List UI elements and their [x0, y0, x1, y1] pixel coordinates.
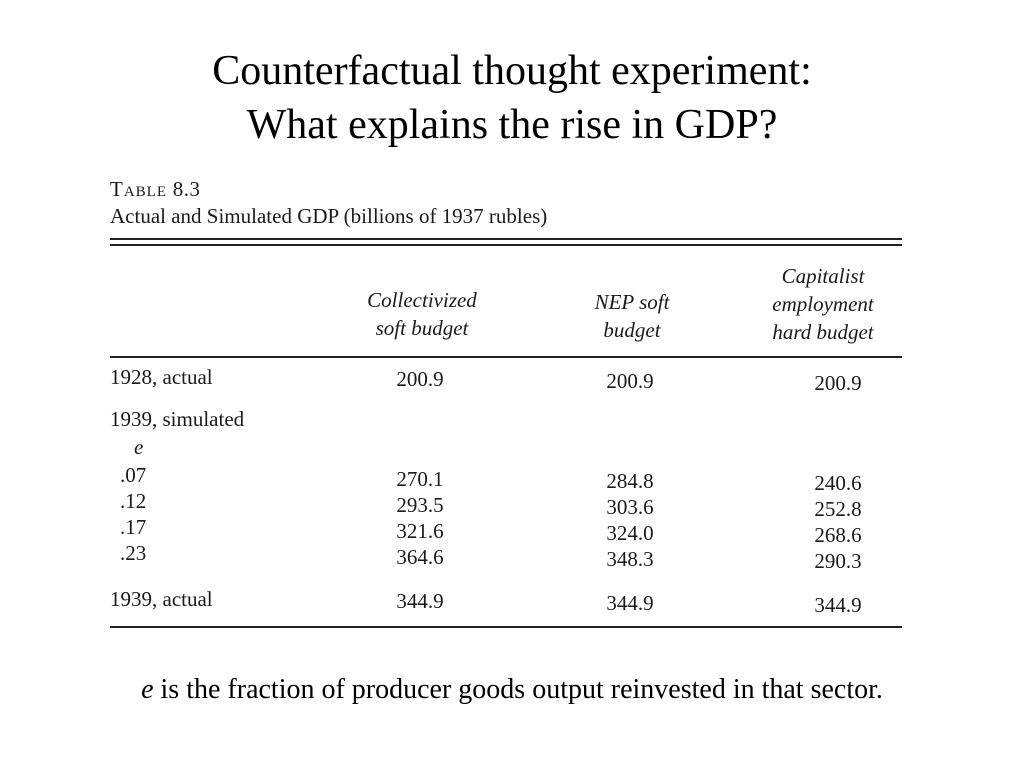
slide-title: Counterfactual thought experiment: What …: [0, 44, 1024, 152]
gdp-table: Table 8.3 Actual and Simulated GDP (bill…: [110, 176, 902, 628]
row-label-e-23: .23: [120, 541, 147, 565]
cell-23-nep: 348.3: [606, 547, 654, 571]
table-top-rule: [110, 238, 902, 240]
cell-1928-capitalist: 200.9: [814, 371, 862, 395]
cell-1928-collectivized: 200.9: [396, 367, 444, 391]
row-label-e-12: .12: [120, 489, 147, 513]
cell-23-collectivized: 364.6: [396, 545, 444, 569]
slide-title-line-1: Counterfactual thought experiment:: [212, 48, 812, 94]
cell-12-capitalist: 252.8: [814, 497, 862, 521]
cell-12-nep: 303.6: [606, 495, 654, 519]
row-label-1928-actual: 1928, actual: [110, 365, 213, 389]
cell-1939-collectivized: 344.9: [396, 589, 444, 613]
row-label-e: e: [134, 435, 144, 459]
cell-12-collectivized: 293.5: [396, 493, 444, 517]
table-header-rule: [110, 356, 902, 358]
cell-07-collectivized: 270.1: [396, 467, 444, 491]
row-label-e-17: .17: [120, 515, 147, 539]
column-header-nep: NEP soft budget: [594, 290, 670, 342]
table-caption-number: 8.3: [172, 177, 201, 201]
footnote-variable: e: [141, 674, 154, 705]
table-bottom-rule: [110, 626, 902, 628]
slide-title-line-2: What explains the rise in GDP?: [246, 102, 778, 148]
cell-17-collectivized: 321.6: [396, 519, 444, 543]
footnote: e is the fraction of producer goods outp…: [0, 672, 1024, 708]
cell-07-nep: 284.8: [606, 469, 654, 493]
table-caption-text: Actual and Simulated GDP (billions of 19…: [110, 204, 548, 228]
column-header-collectivized: Collectivized soft budget: [367, 288, 477, 340]
cell-07-capitalist: 240.6: [814, 471, 862, 495]
row-label-1939-simulated: 1939, simulated: [110, 407, 245, 431]
cell-1939-nep: 344.9: [606, 591, 654, 615]
cell-1928-nep: 200.9: [606, 369, 654, 393]
cell-1939-capitalist: 344.9: [814, 593, 862, 617]
column-header-capitalist: Capitalist employment hard budget: [772, 264, 874, 344]
footnote-text: is the fraction of producer goods output…: [153, 674, 883, 705]
cell-17-nep: 324.0: [606, 521, 654, 545]
table-top-rule-2: [110, 244, 902, 246]
cell-17-capitalist: 268.6: [814, 523, 862, 547]
row-label-e-07: .07: [120, 463, 147, 487]
row-label-1939-actual: 1939, actual: [110, 587, 213, 611]
table-caption: Table 8.3 Actual and Simulated GDP (bill…: [110, 176, 902, 230]
table-caption-prefix: Table: [110, 177, 167, 201]
cell-23-capitalist: 290.3: [814, 549, 862, 573]
